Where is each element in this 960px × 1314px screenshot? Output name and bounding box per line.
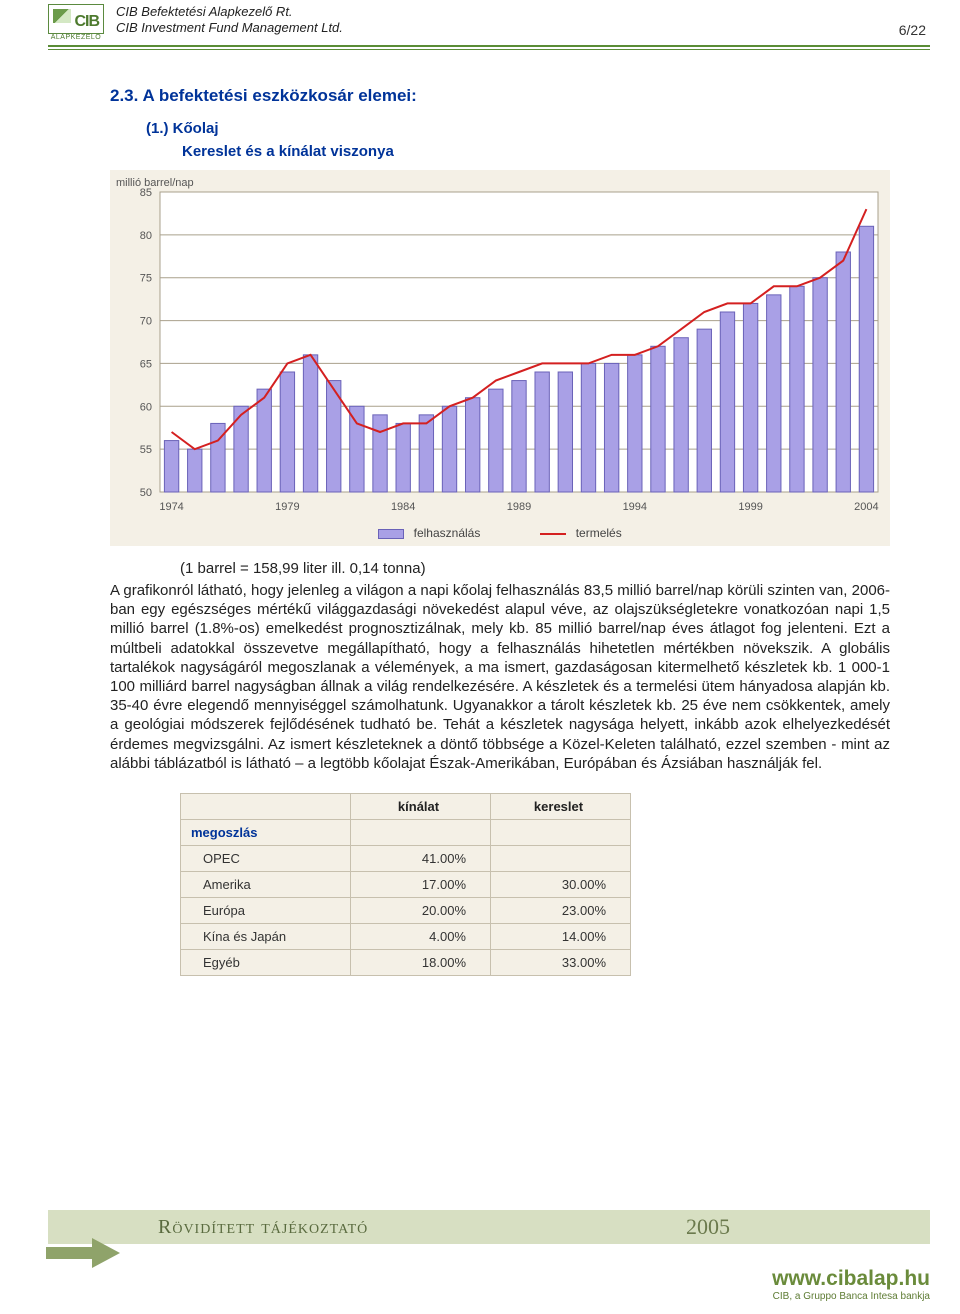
table-row: Kína és Japán4.00%14.00% — [181, 923, 631, 949]
svg-text:60: 60 — [140, 401, 152, 413]
legend-line-swatch — [540, 533, 566, 535]
supply-demand-table: kínálatkereslet megoszlás OPEC41.00% Amer… — [180, 793, 900, 976]
svg-text:55: 55 — [140, 444, 152, 456]
oil-chart-svg: 5055606570758085millió barrel/nap1974197… — [110, 170, 890, 520]
table-header: kínálat — [351, 793, 491, 819]
logo-subtext: ALAPKEZELŐ — [48, 34, 104, 41]
page-footer: Rövidített tájékoztató 2005 www.cibalap.… — [0, 1194, 960, 1314]
body-paragraph: A grafikonról látható, hogy jelenleg a v… — [110, 581, 890, 773]
svg-text:1979: 1979 — [275, 501, 299, 513]
svg-text:1984: 1984 — [391, 501, 415, 513]
company-name-en: CIB Investment Fund Management Ltd. — [116, 20, 899, 36]
page-header: CIB ALAPKEZELŐ CIB Befektetési Alapkezel… — [0, 0, 960, 41]
svg-text:1999: 1999 — [738, 501, 762, 513]
logo: CIB ALAPKEZELŐ — [48, 4, 104, 41]
svg-text:1974: 1974 — [159, 501, 183, 513]
svg-text:80: 80 — [140, 230, 152, 242]
page-number: 6/22 — [899, 4, 930, 38]
footer-url: www.cibalap.hu — [772, 1267, 930, 1291]
chart-legend: felhasználás termelés — [110, 520, 890, 546]
header-rule — [48, 45, 930, 47]
svg-text:1989: 1989 — [507, 501, 531, 513]
svg-text:millió barrel/nap: millió barrel/nap — [116, 177, 194, 189]
section-title: 2.3. A befektetési eszközkosár elemei: — [110, 86, 900, 106]
svg-text:1994: 1994 — [623, 501, 647, 513]
legend-bar-label: felhasználás — [414, 526, 481, 540]
legend-line-label: termelés — [576, 526, 622, 540]
svg-text:65: 65 — [140, 358, 152, 370]
table-row: Egyéb18.00%33.00% — [181, 949, 631, 975]
svg-text:2004: 2004 — [854, 501, 878, 513]
company-name-hu: CIB Befektetési Alapkezelő Rt. — [116, 4, 899, 20]
footer-web: www.cibalap.hu CIB, a Gruppo Banca Intes… — [772, 1267, 930, 1302]
section-subtitle: Kereslet és a kínálat viszonya — [182, 143, 900, 160]
table-row: OPEC41.00% — [181, 845, 631, 871]
oil-chart: 5055606570758085millió barrel/nap1974197… — [110, 170, 900, 546]
table-row-header: megoszlás — [181, 819, 351, 845]
footer-title: Rövidített tájékoztató — [48, 1216, 686, 1239]
content: 2.3. A befektetési eszközkosár elemei: (… — [0, 50, 960, 976]
section-item: (1.) Kőolaj — [146, 120, 900, 137]
svg-text:75: 75 — [140, 273, 152, 285]
footer-year: 2005 — [686, 1214, 930, 1240]
table-row: Amerika17.00%30.00% — [181, 871, 631, 897]
svg-text:70: 70 — [140, 316, 152, 328]
table-header: kereslet — [491, 793, 631, 819]
footer-tagline: CIB, a Gruppo Banca Intesa bankja — [772, 1291, 930, 1302]
logo-text: CIB — [74, 13, 99, 31]
company-name-block: CIB Befektetési Alapkezelő Rt. CIB Inves… — [116, 4, 899, 37]
legend-bar-swatch — [378, 529, 404, 539]
table-row: Európa20.00%23.00% — [181, 897, 631, 923]
svg-text:50: 50 — [140, 487, 152, 499]
table-header — [181, 793, 351, 819]
legend-line: termelés — [540, 526, 621, 540]
footer-arrow-icon — [46, 1238, 120, 1268]
legend-bar: felhasználás — [378, 526, 480, 540]
footer-band: Rövidített tájékoztató 2005 — [48, 1210, 930, 1244]
chart-caption: (1 barrel = 158,99 liter ill. 0,14 tonna… — [180, 560, 870, 577]
